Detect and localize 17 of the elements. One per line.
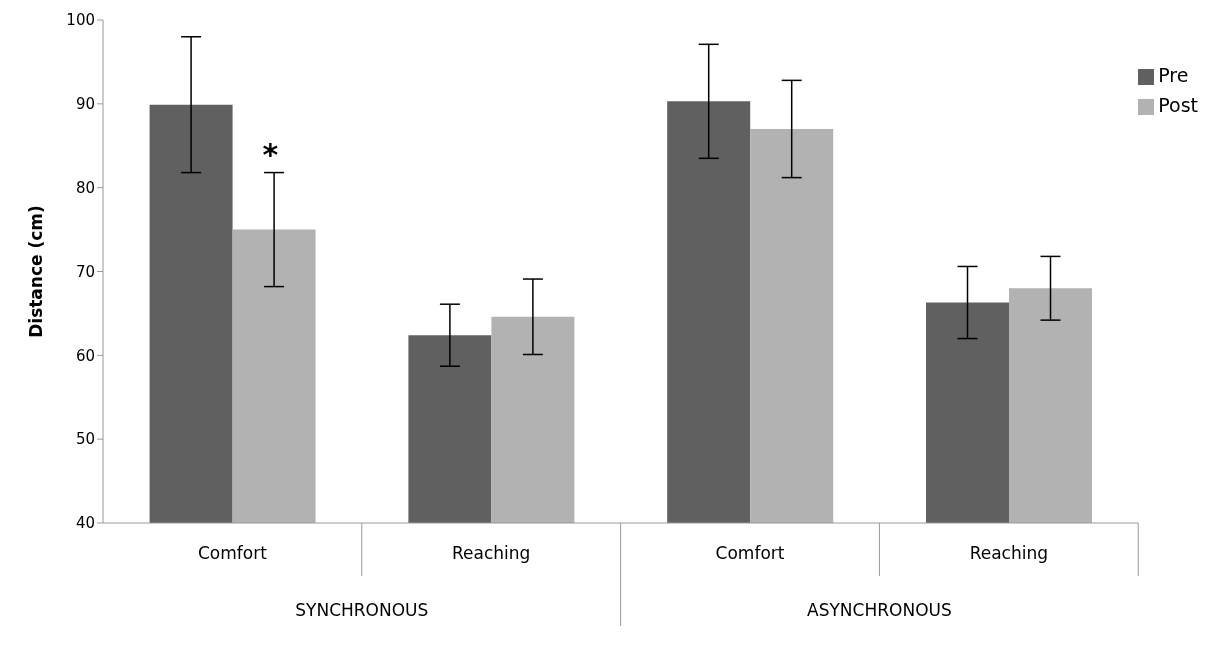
text: ASYNCHRONOUS — [807, 600, 952, 620]
x-tick-label: Comfort — [715, 543, 785, 563]
x-tick-label: Comfort — [197, 543, 268, 563]
y-tick-label: 90 — [75, 95, 95, 114]
legend-label: Post — [1158, 94, 1198, 116]
legend-label: Pre — [1158, 64, 1189, 86]
text: SYNCHRONOUS — [295, 600, 429, 620]
y-tick-label: 80 — [75, 178, 95, 197]
x-tick-label: Reaching — [969, 543, 1048, 563]
y-tick-label: 40 — [75, 514, 95, 533]
y-tick-label: 60 — [75, 346, 95, 365]
x-tick-label: Reaching — [452, 543, 531, 563]
annotation: * — [262, 136, 279, 172]
y-axis-title: Distance (cm) — [26, 205, 47, 338]
y-tick-label: 100 — [66, 11, 95, 30]
y-tick-label: 70 — [75, 262, 95, 281]
y-tick-label: 50 — [75, 430, 95, 449]
